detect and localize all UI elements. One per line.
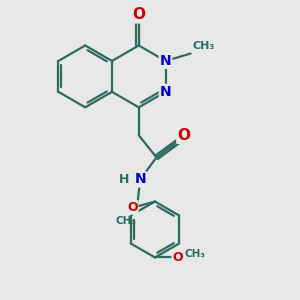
Text: N: N <box>160 85 171 99</box>
Text: H: H <box>119 173 129 186</box>
Text: CH₃: CH₃ <box>193 40 215 51</box>
Text: O: O <box>127 201 138 214</box>
Text: N: N <box>134 172 146 186</box>
Text: O: O <box>172 251 183 264</box>
Text: N: N <box>160 54 171 68</box>
Text: CH₃: CH₃ <box>184 249 206 259</box>
Text: O: O <box>132 7 145 22</box>
Text: O: O <box>177 128 190 143</box>
Text: CH₃: CH₃ <box>116 216 137 226</box>
